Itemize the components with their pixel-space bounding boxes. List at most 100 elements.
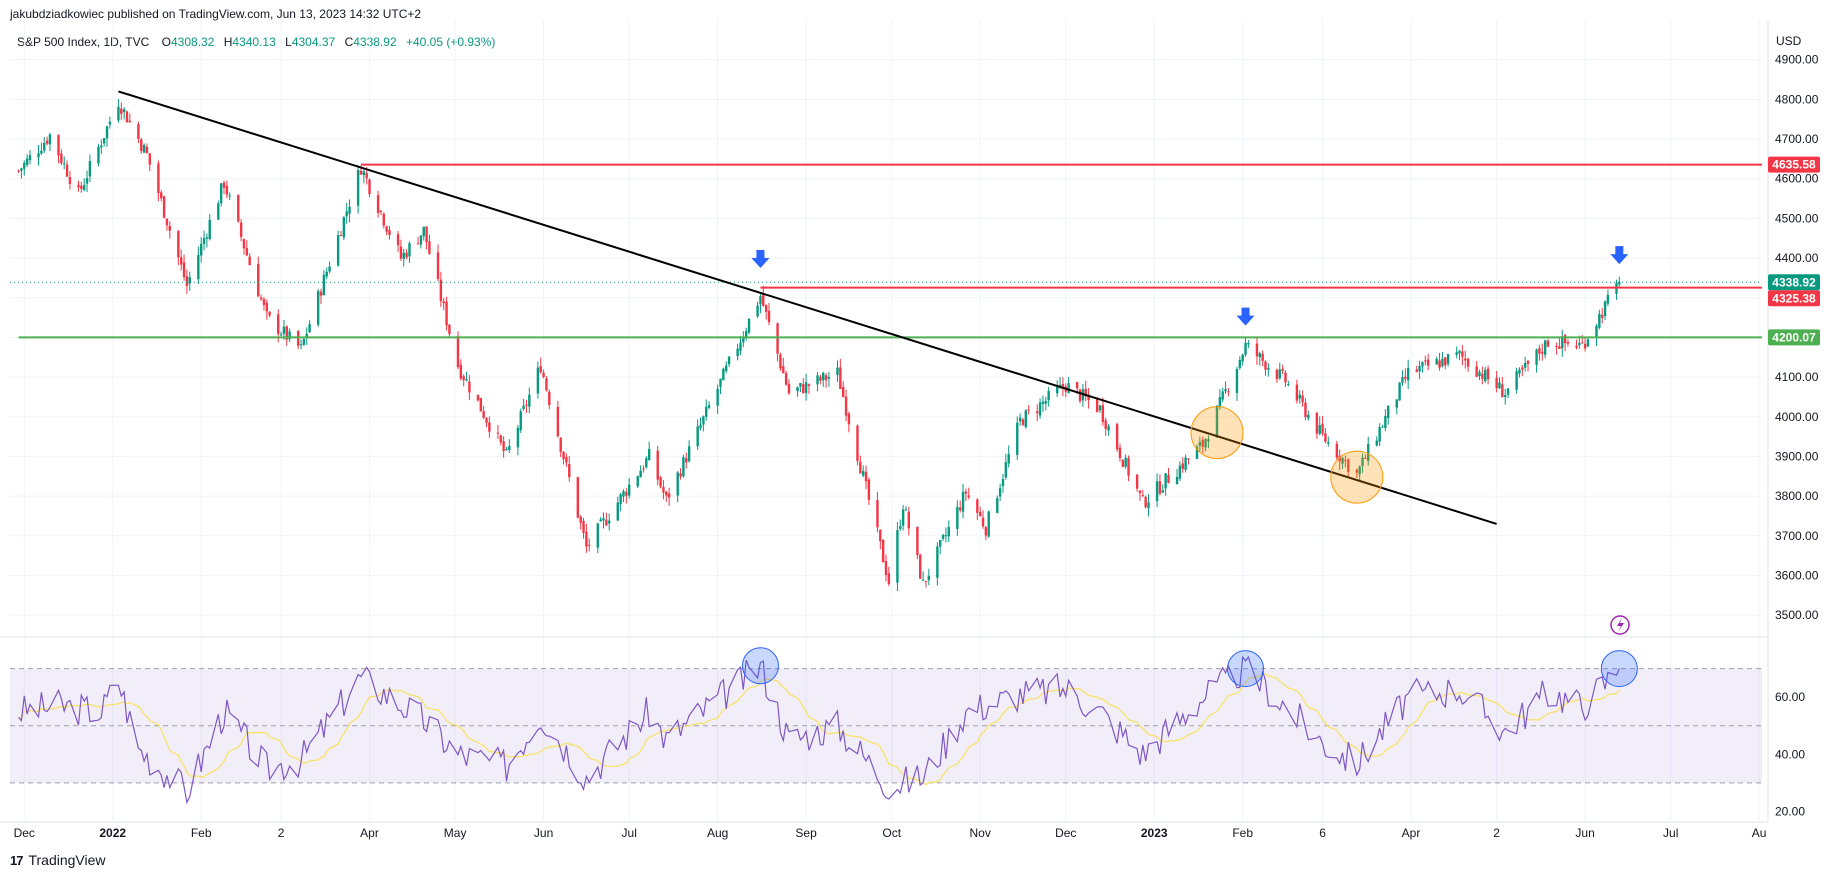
candle-body xyxy=(1446,354,1450,364)
candle-body xyxy=(519,411,522,431)
candle-body xyxy=(1367,443,1370,461)
candle-body xyxy=(739,342,742,351)
candle-body xyxy=(1098,405,1102,411)
candle-body xyxy=(1144,496,1147,508)
candle-body xyxy=(202,238,206,245)
candle-body xyxy=(659,477,662,487)
candle-body xyxy=(1201,439,1204,447)
candle-body xyxy=(1466,358,1470,367)
candle-body xyxy=(299,344,303,346)
rsi-highlight-circle xyxy=(1227,650,1265,688)
candle-body xyxy=(1361,457,1364,466)
candle-body xyxy=(436,252,440,280)
candle-body xyxy=(1543,340,1547,355)
candle-body xyxy=(57,135,60,156)
candle-body xyxy=(779,354,782,369)
highlight-circle xyxy=(1330,450,1384,504)
candle-body xyxy=(1444,357,1447,366)
rsi-band xyxy=(10,668,1762,784)
candle-body xyxy=(1178,465,1182,479)
candle-body xyxy=(602,518,605,521)
candle-body xyxy=(1275,369,1279,380)
candle-body xyxy=(1001,479,1005,487)
candle-body xyxy=(328,266,331,272)
currency-label: USD xyxy=(1776,34,1802,48)
candle-body xyxy=(822,372,825,381)
time-tick-label: 2023 xyxy=(1141,826,1168,840)
candle-body xyxy=(1138,490,1142,494)
candle-body xyxy=(1498,382,1501,389)
candle-body xyxy=(322,274,326,296)
trendline xyxy=(118,90,1497,525)
candle-body xyxy=(1207,439,1210,442)
candle-body xyxy=(807,384,811,386)
low-value: 4304.37 xyxy=(291,35,336,49)
candle-body xyxy=(782,366,785,374)
candle-body xyxy=(1181,463,1184,469)
time-tick-label: 2022 xyxy=(99,826,126,840)
time-tick-label: Jun xyxy=(534,826,553,840)
candle-body xyxy=(120,108,123,114)
candle-body xyxy=(1618,282,1621,285)
candle-body xyxy=(936,546,939,578)
symbol-name[interactable]: S&P 500 Index, 1D, TVC xyxy=(17,35,150,49)
time-tick-label: Jun xyxy=(1575,826,1594,840)
candle-body xyxy=(1535,349,1538,365)
time-tick-label: Jul xyxy=(1663,826,1678,840)
candle-body xyxy=(804,382,808,393)
time-tick-label: May xyxy=(444,826,467,840)
high-label: H xyxy=(223,35,233,49)
candle-body xyxy=(462,376,465,381)
price-label-text: 4338.92 xyxy=(1772,275,1816,289)
candle-body xyxy=(1601,314,1604,319)
candle-body xyxy=(1315,412,1319,434)
candle-body xyxy=(565,457,568,463)
candle-body xyxy=(847,413,851,425)
candle-body xyxy=(68,176,72,184)
candle-body xyxy=(1215,405,1219,438)
candle-body xyxy=(707,405,711,408)
candle-body xyxy=(978,511,982,517)
candle-body xyxy=(248,256,251,266)
candle-body xyxy=(140,139,143,152)
candle-body xyxy=(679,473,682,477)
candle-body xyxy=(408,243,411,257)
candle-body xyxy=(1261,353,1264,361)
candle-body xyxy=(1347,459,1350,472)
candle-body xyxy=(1187,458,1190,460)
candle-body xyxy=(1018,417,1022,422)
candle-body xyxy=(956,506,959,529)
candle-body xyxy=(1341,457,1344,464)
candle-body xyxy=(539,366,542,373)
candle-body xyxy=(20,168,23,171)
candle-body xyxy=(921,579,925,581)
candle-body xyxy=(1563,334,1567,344)
candle-body xyxy=(1566,341,1570,344)
candle-body xyxy=(43,142,46,151)
candle-body xyxy=(439,279,443,301)
candle-body xyxy=(259,297,263,300)
candle-body xyxy=(1147,502,1150,509)
candle-body xyxy=(1541,351,1544,354)
tradingview-brand[interactable]: TradingView xyxy=(28,852,106,868)
candle-body xyxy=(605,519,608,526)
candle-body xyxy=(1027,409,1030,411)
candle-body xyxy=(265,302,269,312)
candle-body xyxy=(302,338,306,345)
candle-body xyxy=(645,458,648,468)
candle-body xyxy=(976,499,979,513)
candle-body xyxy=(1415,369,1418,372)
candle-body xyxy=(796,387,799,392)
rsi-line xyxy=(18,655,1620,805)
candle-body xyxy=(1515,371,1518,390)
candle-body xyxy=(1575,345,1578,348)
price-label-text: 4325.38 xyxy=(1772,291,1816,305)
candle-body xyxy=(205,237,209,239)
candle-body xyxy=(1304,402,1307,418)
candle-body xyxy=(37,153,40,158)
candle-body xyxy=(1095,399,1099,412)
candle-body xyxy=(65,164,69,177)
candle-body xyxy=(1327,442,1330,444)
candle-body xyxy=(824,375,828,381)
